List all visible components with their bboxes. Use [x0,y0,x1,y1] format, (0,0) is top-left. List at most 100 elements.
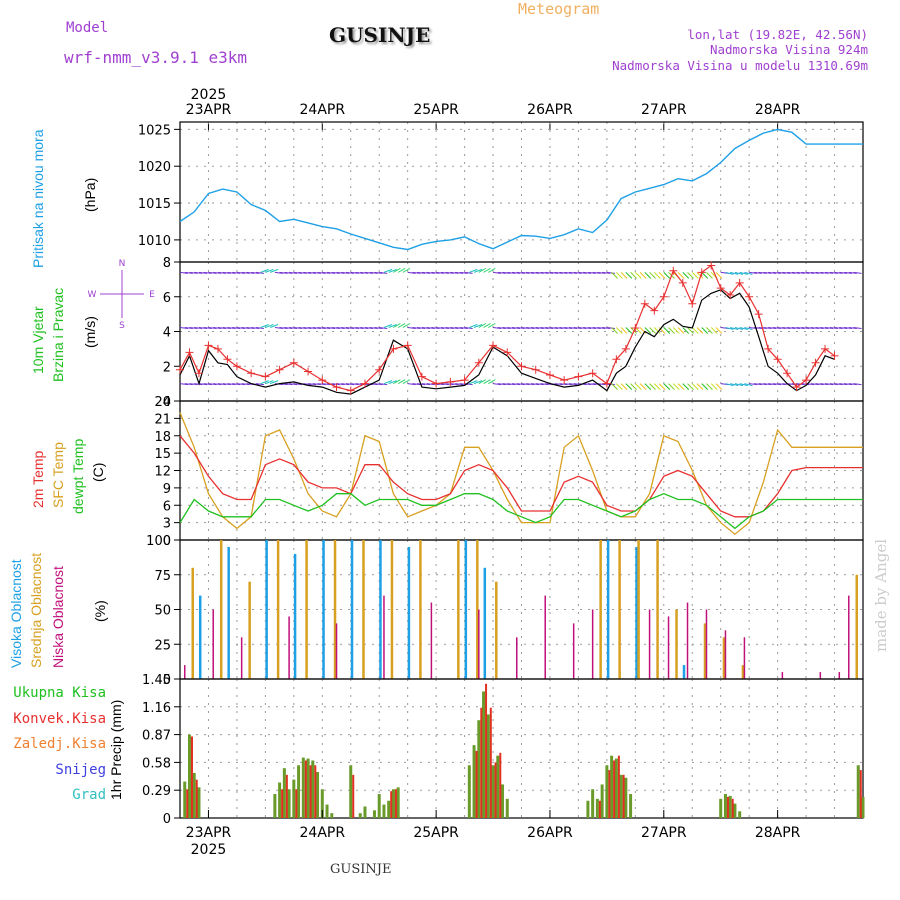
wind-arrow [730,383,739,387]
wind-arrow [184,271,193,274]
wind-arrow [554,271,563,274]
wind-arrow [644,272,652,279]
wind-arrow [293,327,302,329]
wind-arrow [265,268,274,273]
precip-total-bar [363,806,367,818]
precip-conv-bar [726,796,729,818]
wind-arrow [217,327,227,329]
wind-arrow [634,272,642,279]
wind-arrow [198,271,208,274]
wind-arrow [559,383,568,386]
wind-arrow [687,327,694,334]
wind-arrow [824,383,834,386]
wind-arrow [194,383,203,386]
precip-total-bar [477,720,481,818]
wind-gust-marker [517,362,526,371]
wind-gust-marker [560,376,569,385]
wind-arrow [483,379,491,385]
top-year-label: 2025 [191,87,227,103]
wind-arrow [284,271,293,274]
wind-arrow [801,383,810,386]
wind-gust-marker [503,348,512,357]
wind-arrow [246,271,255,274]
tick-label-precip-4: 1.16 [142,701,171,716]
wind-arrow [734,383,744,387]
wind-arrow [744,383,753,387]
precip-total-bar [610,755,614,818]
wind-arrow [848,383,857,386]
wind-arrow [421,383,430,386]
tick-label-wind-2: 4 [163,326,171,341]
wind-gust-marker [360,379,369,388]
tick-label-temperature-2: 6 [163,499,171,514]
cloud-bar-1 [305,540,308,679]
wind-arrow [236,271,245,274]
wind-arrow [526,327,535,329]
wind-arrow [706,327,713,334]
wind-arrow [317,327,326,329]
wind-arrow [701,272,709,279]
wind-arrow [815,327,824,329]
wind-arrow [488,379,496,385]
wind-arrow [208,271,217,274]
wind-arrow [796,271,805,274]
cloud-bar-2 [686,602,689,679]
wind-gust-marker [716,284,725,293]
wind-arrow [815,271,824,274]
wind-arrow [696,272,704,279]
compass-icon: N W E S [88,259,156,331]
lonlat-info: lon,lat (19.82E, 42.56N) [687,27,868,42]
precip-total-bar [482,691,486,818]
tick-label-clouds-4: 100 [146,534,171,549]
precip-conv-bar [309,765,312,818]
cloud-bar-2 [591,609,594,679]
wind-arrow [345,327,355,329]
cloud-bar-1 [599,540,602,679]
wind-arrow [502,327,511,329]
wind-gust-marker [678,278,687,287]
wind-arrow [843,271,853,274]
wind-arrow [269,268,279,273]
wind-arrow [445,383,454,386]
wind-arrow [829,271,838,274]
wind-arrow [672,327,680,334]
precip-total-bar [496,755,500,818]
wind-arrow [436,271,445,274]
wind-arrow [606,271,615,274]
model-elevation-info: Nadmorska Visina u modelu 1310.69m [612,58,868,73]
wind-arrow [241,383,250,386]
cloud-bar-2 [819,672,822,679]
wind-arrow [464,327,473,329]
wind-arrow [749,271,758,274]
wind-arrow [308,271,317,274]
precip-total-bar [358,813,362,818]
wind-arrow [492,383,502,386]
wind-arrow [620,383,628,390]
precip-total-bar [297,765,301,818]
wind-gust-marker [773,355,782,364]
wind-arrow [758,271,767,274]
wind-arrow [483,267,491,273]
tick-label-pressure-3: 1025 [138,123,171,138]
wind-arrow [232,327,241,329]
bottom-year-label: 2025 [191,842,227,858]
wind-arrow [331,383,340,386]
wind-arrow [625,383,633,390]
wind-arrow [488,267,496,273]
wind-arrow [791,327,800,329]
panel-frame-clouds [179,539,864,680]
wind-arrow [469,268,478,273]
cloud-bar-2 [743,637,746,679]
wind-gust-marker [612,355,621,364]
wind-arrow [507,383,516,386]
wind-arrow [744,327,753,330]
precip-conv-bar [859,770,862,818]
wind-arrow [554,383,563,386]
wind-arrow [730,271,739,275]
wind-arrow [203,327,212,329]
cloud-bar-1 [219,540,223,679]
wind-arrow [549,271,559,274]
wind-arrow [763,383,772,386]
legend-hail: Grad [72,787,106,803]
wind-arrow [545,327,554,329]
